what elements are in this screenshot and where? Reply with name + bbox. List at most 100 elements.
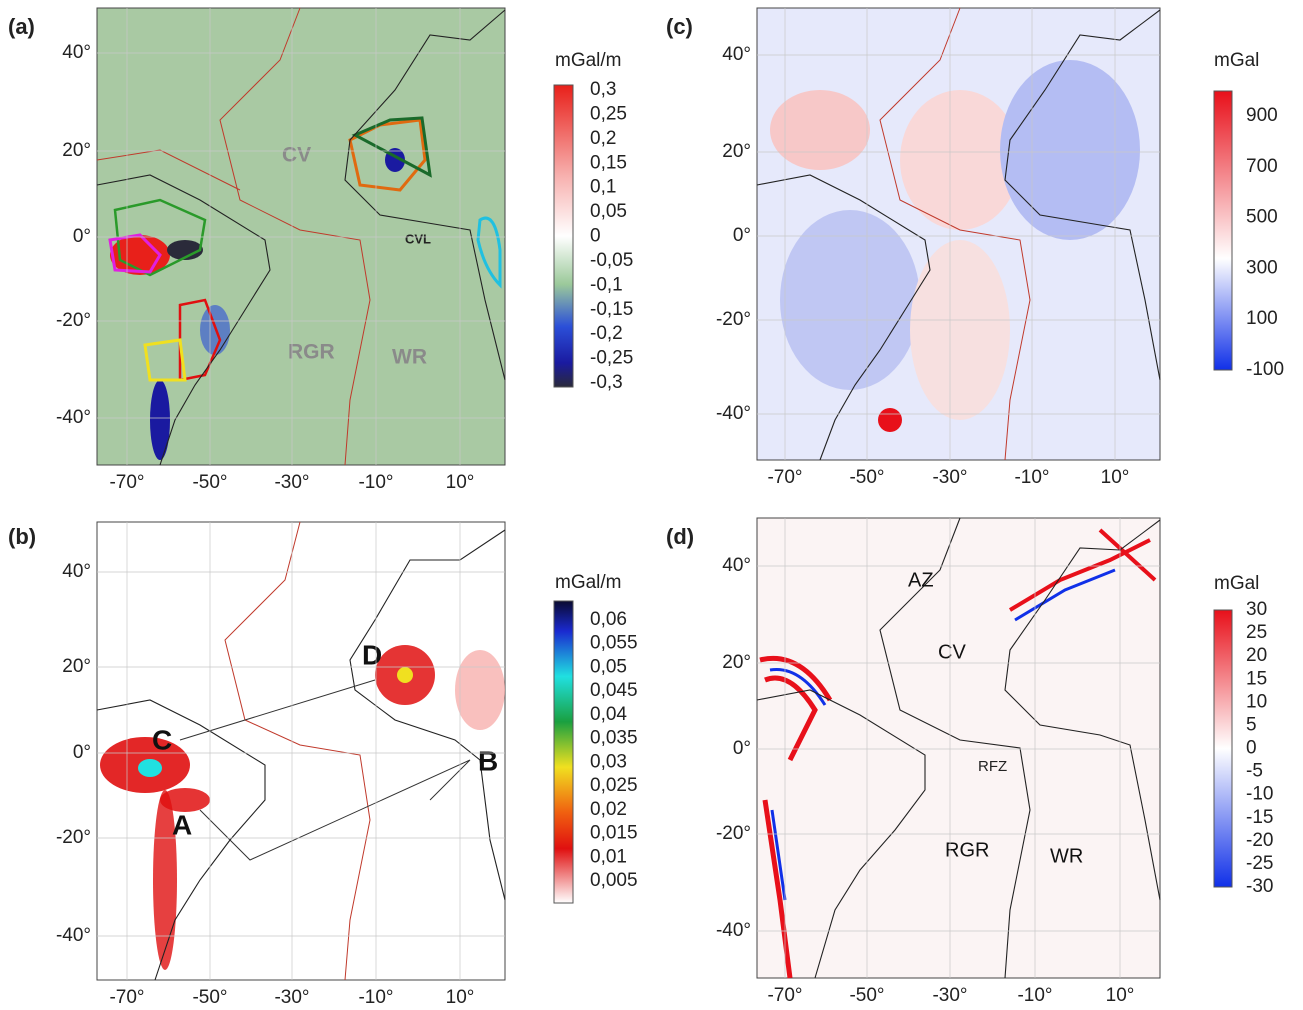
colorbar-tick-label: -15 <box>1246 807 1273 828</box>
y-tick-label: -20° <box>716 309 751 330</box>
y-tick-label: -20° <box>56 827 91 848</box>
colorbar-tick-label: 0,005 <box>590 870 638 891</box>
colorbar-tick-label: 0,06 <box>590 609 627 630</box>
panel-label: (b) <box>8 524 36 549</box>
y-tick-label: 40° <box>62 561 91 582</box>
colorbar-tick-label: -0,3 <box>590 372 623 393</box>
colorbar-unit: mGal <box>1214 573 1259 594</box>
annotation: C <box>152 724 172 755</box>
y-tick-label: 0° <box>733 738 751 759</box>
colorbar-tick-label: 0,3 <box>590 79 616 100</box>
colorbar <box>554 85 573 387</box>
annotation: A <box>172 809 192 840</box>
annotation: D <box>362 639 382 670</box>
annotation: AZ <box>908 569 934 591</box>
colorbar-tick-label: 300 <box>1246 257 1278 278</box>
colorbar-tick-label: 0 <box>1246 738 1257 759</box>
y-tick-label: 20° <box>722 141 751 162</box>
panel-label: (a) <box>8 14 35 39</box>
colorbar-tick-label: 500 <box>1246 207 1278 228</box>
y-tick-label: -40° <box>56 407 91 428</box>
x-tick-label: -30° <box>274 987 309 1008</box>
annotation: CV <box>282 144 311 167</box>
colorbar-tick-label: -0,1 <box>590 274 623 295</box>
colorbar-tick-label: 0,02 <box>590 799 627 820</box>
colorbar-tick-label: 0,05 <box>590 656 627 677</box>
colorbar-tick-label: -0,25 <box>590 348 633 369</box>
x-tick-label: -10° <box>358 472 393 493</box>
colorbar-tick-label: 0,15 <box>590 152 627 173</box>
y-tick-label: 0° <box>73 226 91 247</box>
y-tick-label: 40° <box>722 555 751 576</box>
colorbar-tick-label: 0,1 <box>590 177 616 198</box>
colorbar-tick-label: -25 <box>1246 853 1273 874</box>
colorbar-tick-label: 30 <box>1246 599 1267 620</box>
colorbar-unit: mGal/m <box>555 572 622 593</box>
x-tick-label: -50° <box>192 987 227 1008</box>
y-tick-label: -40° <box>56 925 91 946</box>
colorbar-tick-label: 15 <box>1246 668 1267 689</box>
colorbar-tick-label: 0,2 <box>590 128 616 149</box>
colorbar-tick-label: 0 <box>590 226 601 247</box>
colorbar-tick-label: 0,025 <box>590 775 638 796</box>
x-tick-label: 10° <box>1101 467 1130 488</box>
colorbar-unit: mGal/m <box>555 50 622 71</box>
colorbar-tick-label: 0,055 <box>590 633 638 654</box>
colorbar-tick-label: 900 <box>1246 105 1278 126</box>
x-tick-label: -70° <box>767 467 802 488</box>
colorbar-tick-label: 0,25 <box>590 103 627 124</box>
panel-label: (d) <box>666 524 694 549</box>
annotation: CVL <box>405 231 431 246</box>
colorbar-tick-label: -5 <box>1246 761 1263 782</box>
colorbar-tick-label: 0,01 <box>590 846 627 867</box>
y-tick-label: 20° <box>62 140 91 161</box>
x-tick-label: -50° <box>849 467 884 488</box>
y-tick-label: 0° <box>73 742 91 763</box>
annotation: WR <box>392 346 427 369</box>
x-tick-label: -70° <box>109 472 144 493</box>
map-d <box>757 518 1160 978</box>
y-tick-label: -40° <box>716 403 751 424</box>
colorbar-tick-label: 20 <box>1246 645 1267 666</box>
colorbar-tick-label: 100 <box>1246 308 1278 329</box>
annotation: RFZ <box>978 758 1007 775</box>
x-tick-label: -10° <box>1017 985 1052 1006</box>
y-tick-label: 20° <box>62 656 91 677</box>
y-tick-label: 0° <box>733 225 751 246</box>
y-tick-label: 40° <box>722 44 751 65</box>
colorbar-tick-label: 0,03 <box>590 751 627 772</box>
colorbar-tick-label: 0,04 <box>590 704 627 725</box>
x-tick-label: -30° <box>932 467 967 488</box>
colorbar-tick-label: 25 <box>1246 622 1267 643</box>
colorbar-tick-label: -0,15 <box>590 299 633 320</box>
map-c <box>757 8 1160 460</box>
colorbar-unit: mGal <box>1214 50 1259 71</box>
colorbar-tick-label: -100 <box>1246 359 1284 380</box>
colorbar-tick-label: 0,045 <box>590 680 638 701</box>
colorbar-tick-label: -0,2 <box>590 323 623 344</box>
x-tick-label: 10° <box>1106 985 1135 1006</box>
colorbar-tick-label: -0,05 <box>590 250 633 271</box>
colorbar <box>554 601 573 903</box>
colorbar-tick-label: 700 <box>1246 156 1278 177</box>
x-tick-label: -70° <box>109 987 144 1008</box>
colorbar <box>1214 610 1232 887</box>
x-tick-label: -30° <box>274 472 309 493</box>
colorbar-tick-label: -30 <box>1246 876 1273 897</box>
x-tick-label: -10° <box>1014 467 1049 488</box>
x-tick-label: 10° <box>446 987 475 1008</box>
figure: (a) (b) (c) (d) mGal/m mGal/m mGal mGal … <box>0 0 1303 1010</box>
y-tick-label: 40° <box>62 42 91 63</box>
y-tick-label: -40° <box>716 920 751 941</box>
x-tick-label: -50° <box>849 985 884 1006</box>
colorbar-tick-label: 10 <box>1246 691 1267 712</box>
y-tick-label: -20° <box>716 823 751 844</box>
annotation: CV <box>938 641 966 663</box>
colorbar-tick-label: 0,015 <box>590 823 638 844</box>
colorbar-tick-label: 5 <box>1246 714 1257 735</box>
colorbar <box>1214 91 1232 370</box>
x-tick-label: -70° <box>767 985 802 1006</box>
colorbar-tick-label: 0,035 <box>590 728 638 749</box>
annotation: WR <box>1050 845 1083 867</box>
colorbar-tick-label: -10 <box>1246 784 1273 805</box>
